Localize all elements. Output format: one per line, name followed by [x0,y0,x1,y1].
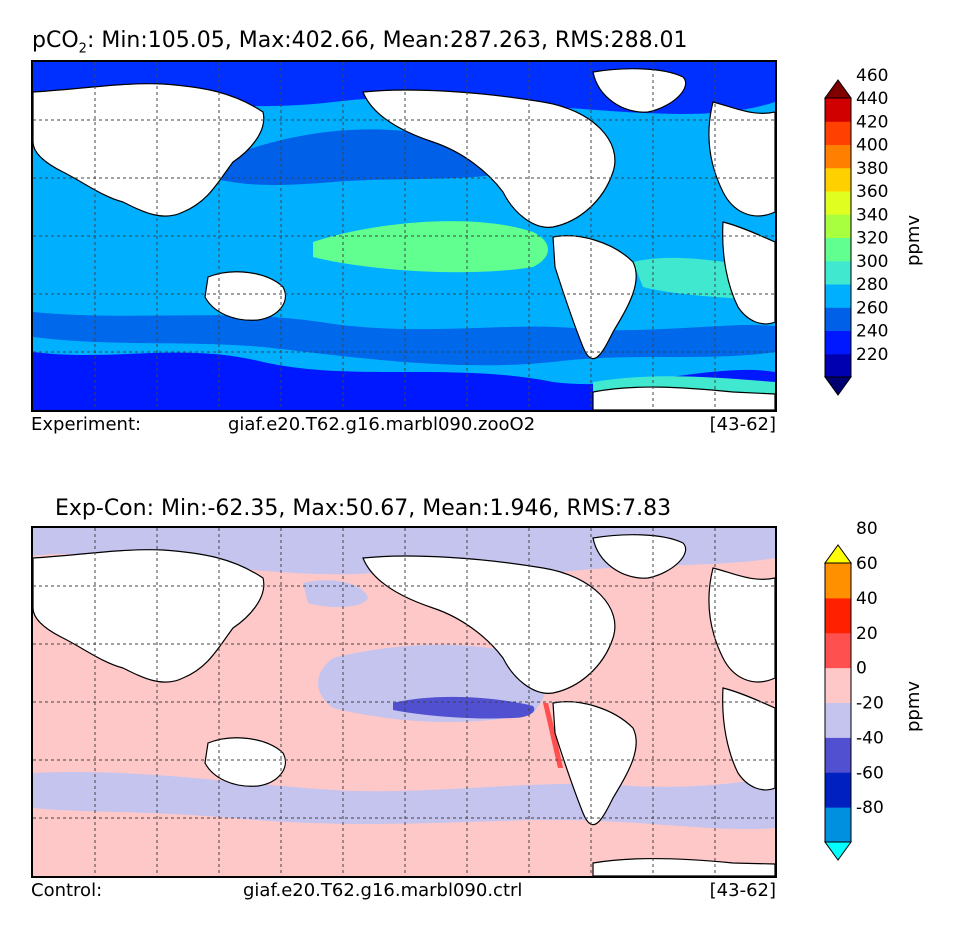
colorbar-bin [825,214,851,238]
south-america-landmass [552,235,637,360]
top-caption-left: Experiment: [31,414,142,435]
equatorial-strong-negative [393,696,535,719]
north-america-landmass [362,555,616,694]
bottom-map-svg [33,528,775,876]
colorbar-bin [825,330,851,355]
colorbar-tick-label: 400 [856,136,888,156]
africa-landmass [722,221,775,325]
bottom-colorbar-unit: ppmv [903,680,924,732]
africa-landmass [722,687,775,791]
colorbar-frame [824,562,852,843]
colorbar-tick-label: 360 [856,182,888,202]
asia-landmass [33,549,265,683]
greenland-landmass [592,68,687,113]
colorbar-bin [825,597,851,634]
colorbar-tick-label: 40 [856,589,878,609]
bottom-caption-left: Control: [31,880,103,901]
colorbar-bin [825,237,851,262]
colorbar-bin [825,191,851,215]
colorbar-tick-label: 420 [856,112,888,132]
colorbar-tick-label: -40 [856,728,884,748]
colorbar-bin [825,144,851,169]
colorbar-bin [825,667,851,703]
top-caption-center: giaf.e20.T62.g16.marbl090.zooO2 [228,414,536,435]
colorbar-tick-label: 80 [856,519,878,539]
asia-landmass [33,83,265,217]
bottom-chart-title: Exp-Con: Min:-62.35, Max:50.67, Mean:1.9… [55,496,672,521]
top-chart-title: pCO2: Min:105.05, Max:402.66, Mean:287.2… [32,28,688,56]
colorbar-tick-label: 320 [856,229,888,249]
colorbar-bin [825,563,851,599]
title-subscript: 2 [78,41,87,57]
graticule [33,62,775,410]
colorbar-bin [825,737,851,773]
colorbar-tick-label: 280 [856,275,888,295]
colorbar-bin [825,284,851,308]
colorbar-tick-label: 220 [856,345,888,365]
graticule [33,528,775,876]
colorbar-tick-label: -80 [856,798,884,818]
colorbar-extend-high [824,544,852,564]
colorbar-bin [825,772,851,808]
antarctica-landmass [592,857,775,876]
top-colorbar-svg: 460 440 420 400 380 360 340 320 300 280 260 240 220 [824,66,888,396]
europe-landmass [708,567,775,683]
colorbar-extend-low [824,376,852,396]
bottom-map [31,526,777,878]
bay-negative-patch [303,580,368,608]
colorbar-tick-label: 260 [856,298,888,318]
bottom-caption-center: giaf.e20.T62.g16.marbl090.ctrl [243,880,523,901]
colorbar-frame [824,97,852,378]
antarctica-landmass [592,386,775,410]
equatorial-pacific-anomaly [313,221,548,273]
colorbar-tick-label: 0 [856,659,867,679]
top-map-svg [33,62,775,410]
top-colorbar-unit: ppmv [903,214,924,266]
top-caption-right: [43-62] [709,414,776,435]
colorbar-bin [825,632,851,669]
colorbar-tick-label: 340 [856,205,888,225]
colorbar-bin [825,353,851,378]
colorbar-tick-label: 440 [856,89,888,109]
colorbar-bin [825,702,851,738]
colorbar-bin [825,121,851,145]
title-stats: : Min:105.05, Max:402.66, Mean:287.263, … [86,28,688,53]
bottom-colorbar-svg: 80 60 40 20 0 -20 -40 -60 -80 [824,519,884,861]
colorbar-bin [825,307,851,331]
colorbar-extend-low [824,841,852,861]
land-masses [33,534,775,876]
colorbar-tick-label: 300 [856,252,888,272]
top-colorbar: 460 440 420 400 380 360 340 320 300 280 260 240 220 [822,66,902,396]
title-prefix: pCO [32,28,79,53]
colorbar-tick-label: -60 [856,763,884,783]
colorbar-tick-label: 60 [856,554,878,574]
north-pacific-band [193,129,513,185]
top-map [31,60,777,412]
colorbar-tick-label: 380 [856,159,888,179]
colorbar-tick-label: 240 [856,322,888,342]
bottom-colorbar: 80 60 40 20 0 -20 -40 -60 -80 [822,519,902,861]
colorbar-tick-label: 460 [856,66,888,86]
land-masses [33,68,775,410]
colorbar-bin [825,98,851,122]
southern-ocean-band [33,352,775,410]
north-america-landmass [362,89,616,228]
colorbar-bin [825,260,851,285]
colorbar-extend-high [824,79,852,99]
greenland-landmass [592,534,687,579]
bottom-caption-right: [43-62] [709,880,776,901]
colorbar-bin [825,807,851,843]
colorbar-tick-label: -20 [856,694,884,714]
colorbar-tick-label: 20 [856,624,878,644]
colorbar-bin [825,167,851,192]
europe-landmass [708,101,775,217]
south-america-landmass [552,701,637,826]
